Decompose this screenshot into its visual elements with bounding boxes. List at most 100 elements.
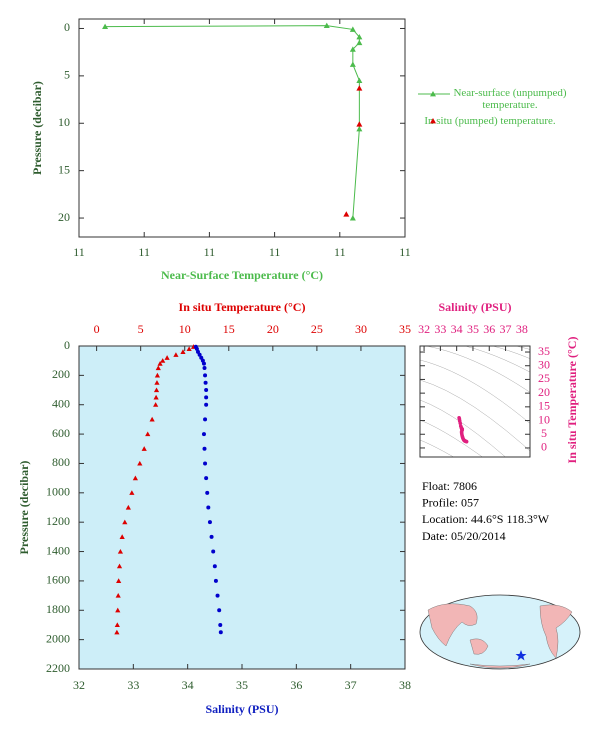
- legend-marker: [430, 118, 436, 124]
- y-tick-label: 800: [52, 455, 70, 469]
- data-point: [114, 622, 120, 628]
- data-point: [157, 361, 163, 366]
- data-point: [145, 431, 151, 437]
- data-point: [205, 490, 210, 495]
- y-tick-label: 25: [538, 371, 550, 385]
- legend-entry: In situ (pumped) temperature.: [424, 115, 556, 127]
- data-point: [154, 380, 160, 385]
- data-point: [349, 26, 356, 32]
- x-tick-label: 15: [223, 322, 235, 336]
- data-point: [160, 358, 166, 363]
- x-axis-label: Near-Surface Temperature (°C): [161, 268, 323, 282]
- data-point: [122, 519, 128, 525]
- data-point: [217, 608, 222, 613]
- data-point: [323, 22, 330, 29]
- data-point: [206, 505, 211, 510]
- y-tick-label: 10: [538, 412, 550, 426]
- data-point: [117, 548, 124, 554]
- data-point: [202, 446, 207, 451]
- data-point: [197, 352, 202, 357]
- data-point: [153, 387, 160, 393]
- data-point: [349, 61, 356, 67]
- data-point: [203, 373, 208, 378]
- x-tick-label: 5: [138, 322, 144, 336]
- data-point: [204, 402, 209, 407]
- data-point: [115, 592, 121, 598]
- y-tick-label: 2000: [46, 631, 70, 645]
- y-tick-label: 2200: [46, 661, 70, 675]
- x-tick-label: 11: [269, 245, 281, 259]
- y-tick-label: 10: [58, 115, 70, 129]
- x-tick-label: 33: [434, 322, 446, 336]
- data-point: [349, 46, 356, 52]
- data-point: [213, 578, 218, 583]
- y-tick-label: 1000: [46, 485, 70, 499]
- y-tick-label: 1800: [46, 602, 70, 616]
- data-point: [215, 593, 220, 598]
- data-point: [356, 77, 363, 84]
- world-map: [419, 594, 581, 670]
- data-point: [204, 388, 209, 393]
- data-point: [201, 432, 206, 437]
- data-point: [204, 476, 209, 481]
- y-tick-label: 5: [64, 68, 70, 82]
- x-tick-label: 25: [311, 322, 323, 336]
- y-tick-label: 35: [538, 344, 550, 358]
- data-point: [129, 490, 135, 495]
- data-point: [356, 125, 363, 132]
- float-info: Date: 05/20/2014: [422, 529, 506, 543]
- y-tick-label: 1600: [46, 573, 70, 587]
- data-point: [132, 475, 138, 481]
- data-point: [343, 211, 350, 217]
- x-tick-label: 32: [418, 322, 430, 336]
- x-tick-label: 38: [516, 322, 528, 336]
- x-tick-label: 34: [182, 678, 194, 692]
- legend-entry: Near-surface (unpumped) temperature.: [453, 87, 566, 111]
- x-tick-label: 11: [204, 245, 216, 259]
- ts-point: [464, 439, 469, 444]
- x-tick-label: 36: [483, 322, 495, 336]
- data-point: [349, 215, 356, 221]
- data-point: [137, 460, 143, 466]
- x-tick-label: 11: [138, 245, 150, 259]
- x-tick-label: 33: [127, 678, 139, 692]
- legend-label: In situ (pumped) temperature.: [424, 115, 556, 127]
- y-axis-label: In situ Temperature (°C): [565, 337, 579, 464]
- y-tick-label: 30: [538, 357, 550, 371]
- y-tick-label: 20: [58, 210, 70, 224]
- data-point: [207, 520, 212, 525]
- x-tick-label: 37: [500, 322, 512, 336]
- y-axis-label: Pressure (decibar): [30, 81, 44, 175]
- y-tick-label: 1200: [46, 514, 70, 528]
- data-point: [149, 416, 155, 422]
- data-point: [204, 395, 209, 400]
- data-point: [116, 578, 122, 583]
- data-point: [195, 349, 200, 354]
- data-point: [209, 534, 214, 539]
- data-point: [202, 366, 207, 371]
- data-point: [199, 355, 204, 360]
- data-point: [356, 85, 363, 91]
- data-point: [116, 563, 123, 569]
- float-info: Profile: 057: [422, 495, 479, 509]
- x-tick-label: 37: [345, 678, 357, 692]
- data-point: [201, 361, 206, 366]
- ts-point: [458, 421, 463, 426]
- data-point: [153, 402, 159, 407]
- x-tick-label: 32: [73, 678, 85, 692]
- y-tick-label: 400: [52, 396, 70, 410]
- data-point: [186, 346, 192, 352]
- y-tick-label: 0: [64, 338, 70, 352]
- x2-axis-label: In situ Temperature (°C): [179, 300, 306, 314]
- density-contours: [420, 346, 530, 457]
- x-tick-label: 11: [399, 245, 411, 259]
- data-point: [180, 349, 186, 354]
- data-point: [218, 630, 223, 635]
- x-tick-label: 11: [73, 245, 85, 259]
- x-tick-label: 34: [451, 322, 463, 336]
- float-location: [515, 650, 527, 661]
- y-tick-label: 0: [64, 20, 70, 34]
- data-point: [153, 394, 159, 400]
- x-tick-label: 38: [399, 678, 411, 692]
